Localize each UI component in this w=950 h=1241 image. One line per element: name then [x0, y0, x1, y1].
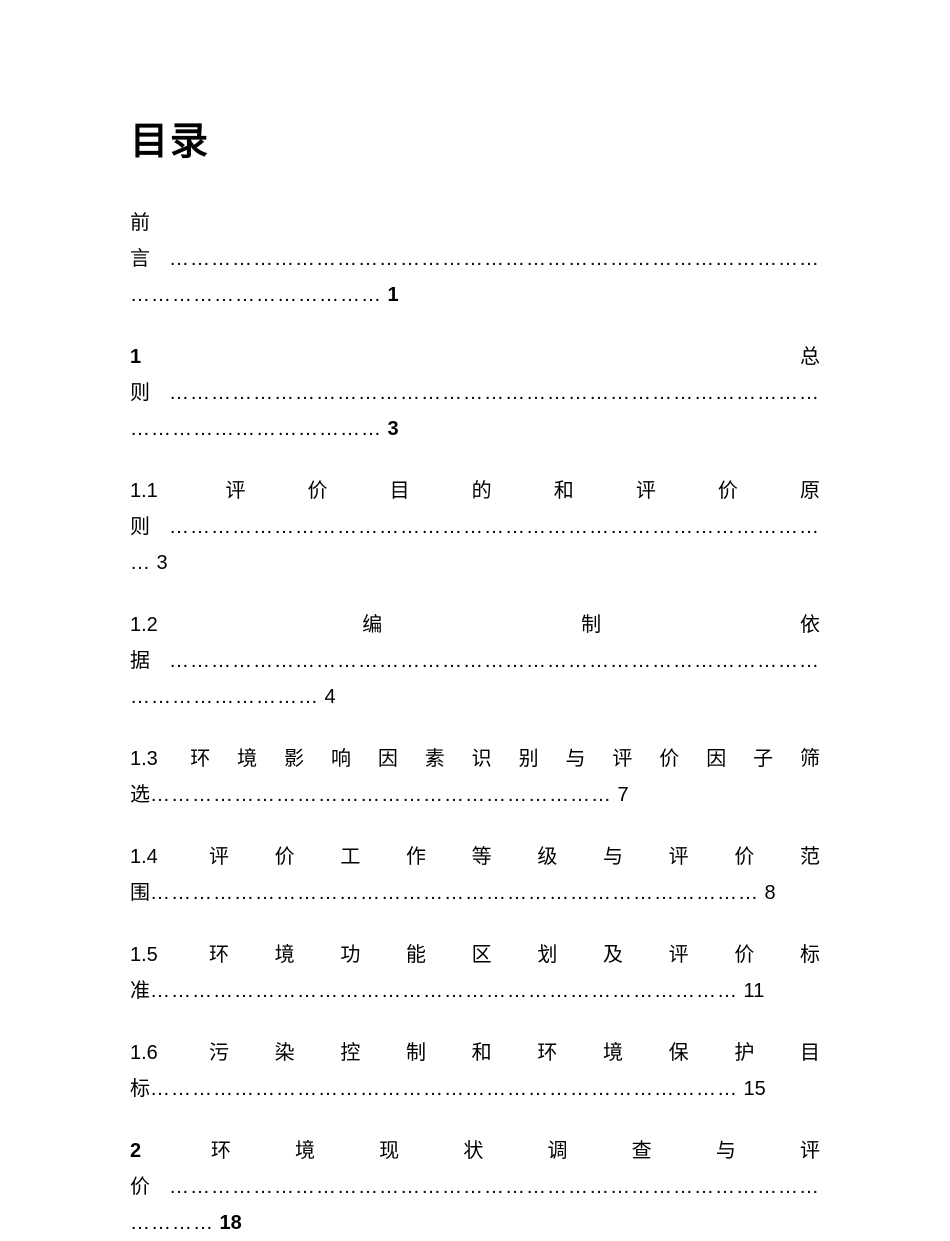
- toc-entry-page: 1: [382, 284, 399, 306]
- toc-entry-dots: …………………………………………………………: [150, 784, 612, 806]
- toc-entry-dots: …………………………………………………………………………: [150, 1078, 738, 1100]
- toc-entry-dots: …………………………………………………………………………………………………………: [130, 650, 820, 708]
- toc-list: 前言………………………………………………………………………………………………………: [130, 205, 820, 1241]
- toc-entry: 1.6 污染控制和环境保护目标……………………………………………………………………: [130, 1035, 820, 1107]
- toc-entry-page: 7: [612, 784, 629, 806]
- toc-entry-dots: ……………………………………………………………………………………………………………: [130, 382, 820, 440]
- toc-entry-page: 8: [759, 882, 776, 904]
- toc-entry: 1.5 环境功能区划及评价标准……………………………………………………………………: [130, 937, 820, 1009]
- toc-entry-dots: ……………………………………………………………………………………………………………: [130, 248, 820, 306]
- toc-entry-label: 前言: [130, 212, 169, 270]
- toc-entry-dots: ……………………………………………………………………………: [150, 882, 759, 904]
- toc-entry: 2 环境现状调查与评价………………………………………………………………………………: [130, 1133, 820, 1241]
- toc-entry-page: 3: [151, 552, 168, 574]
- toc-entry-page: 18: [214, 1212, 242, 1234]
- toc-entry-page: 3: [382, 418, 399, 440]
- toc-entry-page: 15: [738, 1078, 766, 1100]
- toc-entry-page: 11: [738, 980, 764, 1002]
- toc-entry-page: 4: [319, 686, 336, 708]
- toc-entry-dots: …………………………………………………………………………: [150, 980, 738, 1002]
- toc-entry: 前言………………………………………………………………………………………………………: [130, 205, 820, 313]
- toc-entry: 1.1 评价目的和评价原则…………………………………………………………………………: [130, 473, 820, 581]
- toc-entry: 1.4 评价工作等级与评价范围……………………………………………………………………: [130, 839, 820, 911]
- toc-entry-dots: ……………………………………………………………………………………: [130, 516, 820, 574]
- toc-entry: 1.3 环境影响因素识别与评价因子筛选…………………………………………………………: [130, 741, 820, 813]
- toc-entry: 1 总则…………………………………………………………………………………………………: [130, 339, 820, 447]
- toc-title: 目录: [130, 110, 820, 165]
- toc-entry: 1.2 编制依据………………………………………………………………………………………: [130, 607, 820, 715]
